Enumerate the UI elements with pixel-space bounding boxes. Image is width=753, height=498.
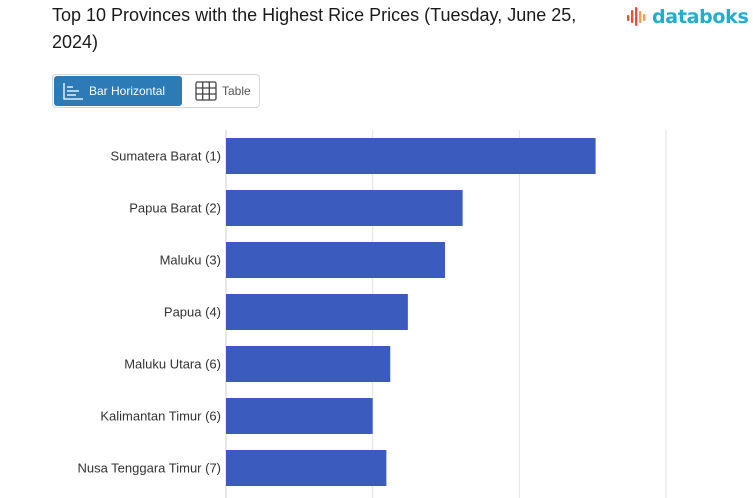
category-label: Papua (4) [164, 305, 221, 320]
bar[interactable] [226, 398, 373, 434]
category-label: Kalimantan Timur (6) [100, 409, 221, 424]
bar[interactable] [226, 242, 446, 278]
logo-text: databoks [652, 6, 749, 28]
databoks-logo: databoks [626, 4, 749, 30]
bar[interactable] [226, 346, 391, 382]
chart-title: Top 10 Provinces with the Highest Rice P… [52, 5, 577, 52]
bar-horizontal-label: Bar Horizontal [89, 84, 166, 98]
category-label: Papua Barat (2) [129, 201, 221, 216]
category-label: Nusa Tenggara Timur (7) [77, 461, 221, 476]
bar[interactable] [226, 294, 408, 330]
category-label: Maluku Utara (6) [124, 357, 221, 372]
bar[interactable] [226, 190, 463, 226]
category-label: Sumatera Barat (1) [110, 149, 221, 164]
table-button[interactable]: Table [183, 75, 259, 107]
bar[interactable] [226, 138, 596, 174]
bar-horizontal-button[interactable]: Bar Horizontal [54, 76, 182, 106]
category-label: Maluku (3) [160, 253, 221, 268]
table-icon [195, 81, 217, 101]
bar[interactable] [226, 450, 387, 486]
table-label: Table [222, 84, 251, 98]
logo-mark-icon [627, 7, 646, 26]
view-toggle: Bar Horizontal Table [52, 74, 260, 108]
bar-horizontal-icon [63, 83, 83, 100]
